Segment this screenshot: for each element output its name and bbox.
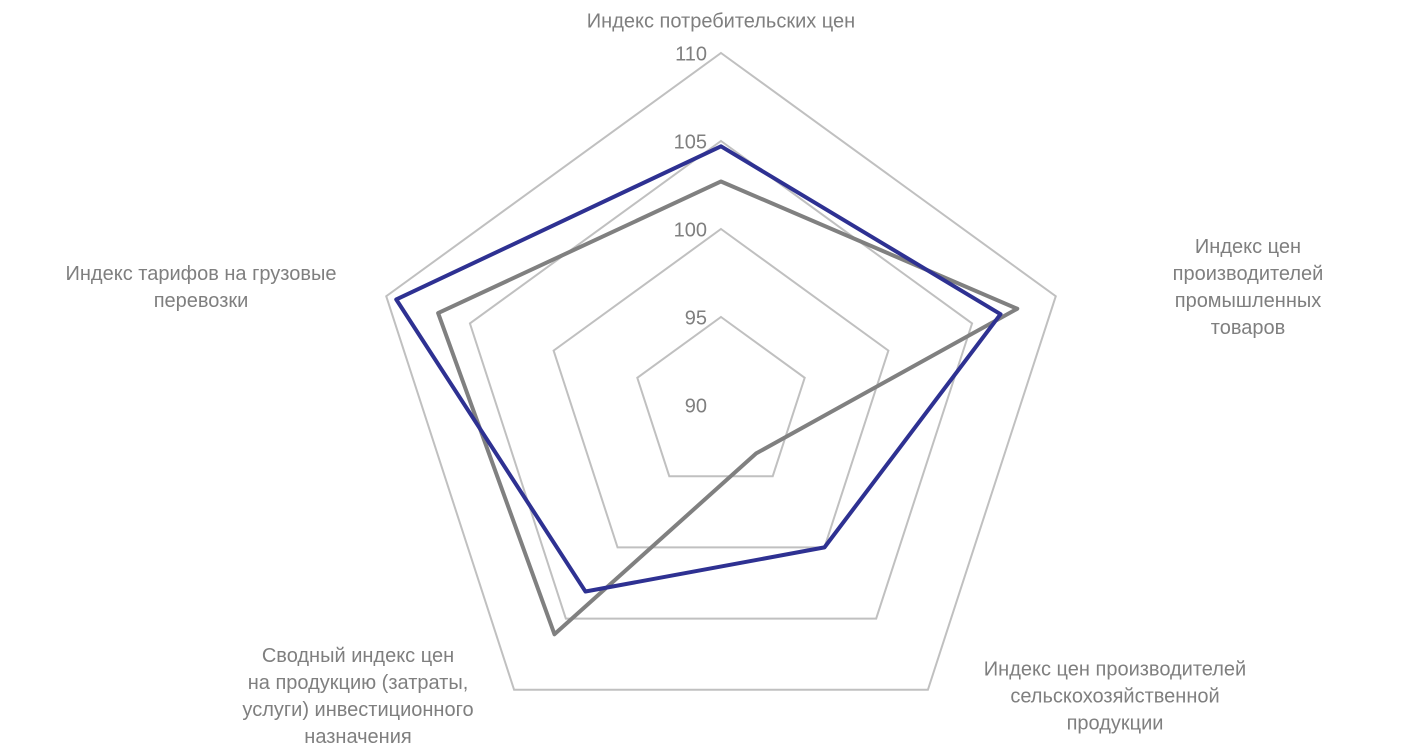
- tick-label: 105: [674, 131, 707, 153]
- grid-ring: [636, 315, 806, 478]
- axis-label: Индекс потребительских цен: [586, 10, 856, 33]
- axis-label: Сводный индекс цен на продукцию (затраты…: [242, 645, 474, 748]
- grid-ring: [552, 227, 890, 549]
- grid-ring: [385, 51, 1057, 691]
- series-line: [436, 179, 1020, 637]
- axis-label: Индекс цен производителей сельскохозяйст…: [983, 658, 1247, 735]
- series-line: [394, 144, 1003, 594]
- grid-ring: [468, 139, 974, 620]
- tick-label: 95: [685, 307, 707, 329]
- axis-label: Индекс тарифов на грузовые перевозки: [65, 263, 337, 312]
- axis-label: Индекс цен производителей промышленных т…: [1172, 236, 1324, 339]
- tick-label: 90: [685, 395, 707, 417]
- tick-label: 100: [674, 219, 707, 241]
- tick-label: 110: [675, 43, 707, 65]
